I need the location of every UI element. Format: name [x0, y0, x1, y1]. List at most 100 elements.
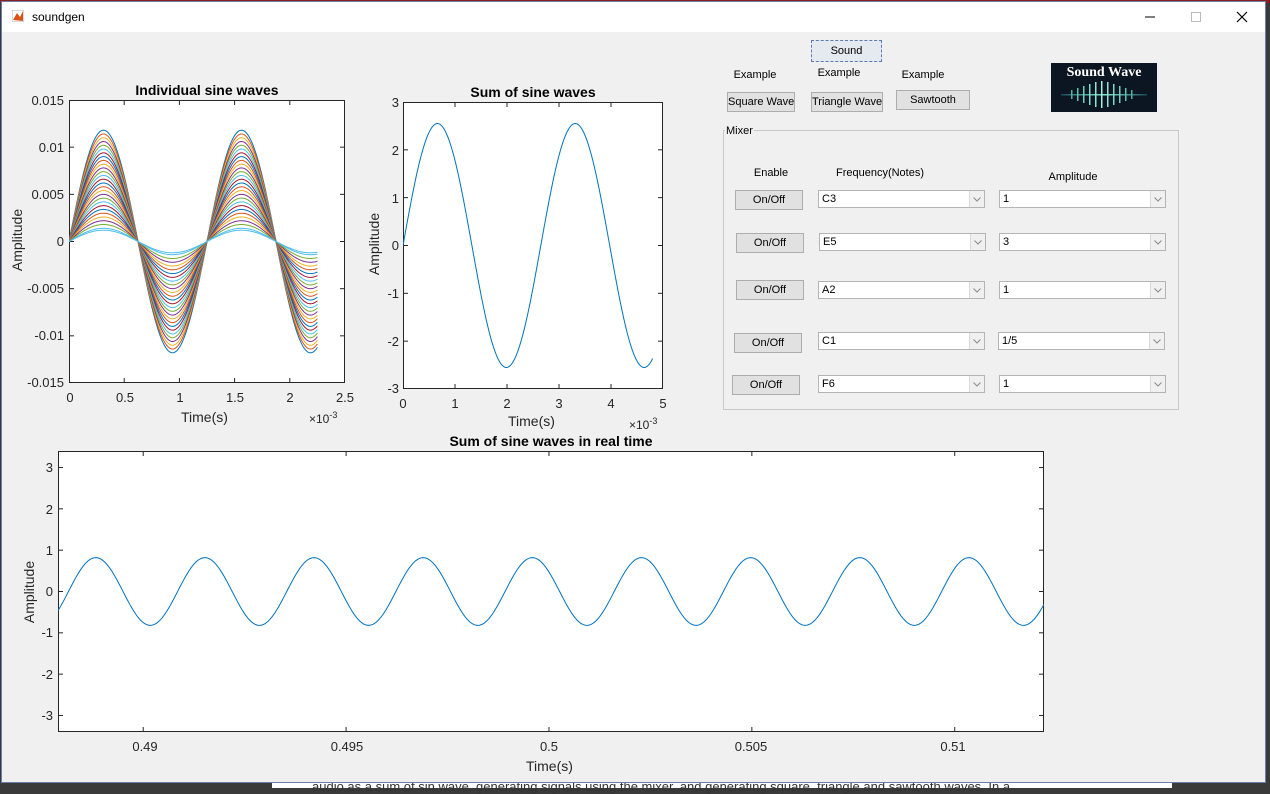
amplitude-select-value: 1: [1003, 193, 1010, 205]
matlab-icon: [12, 10, 24, 22]
plot2-ytick: -1: [387, 286, 399, 301]
plot2-series-line: [403, 123, 654, 368]
plot2-xtick: 4: [607, 396, 615, 411]
dropdown-arrow: [1149, 333, 1164, 349]
amplitude-select[interactable]: 1/5: [998, 332, 1165, 350]
chevron-down-icon: [1154, 382, 1162, 387]
title-bar: soundgen: [2, 2, 1265, 32]
plot2-ytick: 3: [391, 95, 399, 110]
plot2-ytick: 0: [391, 238, 399, 253]
square-wave-button[interactable]: Square Wave: [727, 92, 795, 112]
plot3-ytick: -1: [41, 625, 53, 640]
plot1-series-line: [69, 229, 318, 254]
plot3-xtick: 0.5: [539, 739, 559, 754]
mixer-on-off-button[interactable]: On/Off: [736, 280, 804, 300]
plot1-title: Individual sine waves: [135, 82, 279, 98]
plot3-ytick: 3: [45, 460, 53, 475]
amplitude-select-value: 3: [1003, 236, 1010, 248]
plot3-title: Sum of sine waves in real time: [449, 433, 653, 449]
amplitude-select-value: 1: [1003, 378, 1010, 390]
amplitude-select[interactable]: 1: [999, 190, 1166, 208]
mixer-panel: [723, 130, 1179, 410]
plot2-ytick: 2: [391, 143, 399, 158]
mixer-on-off-button[interactable]: On/Off: [735, 190, 803, 210]
example-label-square: Example: [733, 69, 777, 81]
mixer-header-amplitude: Amplitude: [1048, 171, 1098, 183]
plot1-xtick: 0.5: [115, 390, 135, 405]
chevron-down-icon: [973, 339, 981, 344]
plot2-x-exponent: ×10-3: [629, 416, 658, 432]
figure-content: Individual sine waves 0.015 0.01 0.005 0…: [2, 32, 1265, 782]
plot2-xtick: 2: [503, 396, 511, 411]
dropdown-arrow: [970, 234, 985, 250]
amplitude-select[interactable]: 1: [999, 281, 1166, 299]
plot1-ytick: 0.015: [31, 93, 64, 108]
plot3-ytick: 1: [45, 543, 53, 558]
note-select[interactable]: C1: [818, 332, 985, 350]
chevron-down-icon: [973, 197, 981, 202]
note-select-value: A2: [822, 284, 836, 296]
dropdown-arrow: [1150, 234, 1165, 250]
plot3-xtick: 0.51: [940, 739, 966, 754]
plot2-xtick: 0: [399, 396, 407, 411]
plot3-xtick: 0.49: [132, 739, 158, 754]
maximize-button[interactable]: [1173, 2, 1219, 32]
plot2-title: Sum of sine waves: [470, 84, 596, 100]
minimize-button[interactable]: [1127, 2, 1173, 32]
mixer-header-frequency: Frequency(Notes): [835, 167, 925, 179]
chevron-down-icon: [973, 382, 981, 387]
plot1-xtick: 2.5: [335, 390, 355, 405]
note-select-value: C3: [822, 193, 837, 205]
note-select-value: E5: [823, 236, 837, 248]
mixer-on-off-button[interactable]: On/Off: [732, 375, 800, 395]
plot2-ytick: 1: [391, 191, 399, 206]
plot1-axes: [69, 100, 345, 383]
amplitude-select[interactable]: 1: [999, 375, 1166, 393]
plot2-ylabel: Amplitude: [366, 212, 382, 276]
plot3-ytick: -3: [41, 708, 53, 723]
amplitude-select-value: 1/5: [1002, 335, 1018, 347]
plot2-xlabel: Time(s): [508, 413, 555, 429]
plot3-ytick: -2: [41, 667, 53, 682]
close-button[interactable]: [1219, 2, 1265, 32]
plot1-xlabel: Time(s): [181, 409, 228, 425]
sound-wave-logo: Sound Wave: [1051, 63, 1157, 112]
plot2-ytick: -2: [387, 334, 399, 349]
minimize-icon: [1145, 16, 1155, 18]
plot1-ytick: -0.005: [27, 281, 64, 296]
plot1-xtick: 1.5: [225, 390, 245, 405]
plot3-axes: [58, 451, 1044, 732]
note-select[interactable]: C3: [818, 190, 985, 208]
dropdown-arrow: [969, 282, 984, 298]
plot2-xtick: 3: [555, 396, 563, 411]
plot1-ytick: 0.01: [38, 140, 64, 155]
plot3-xlabel: Time(s): [526, 758, 573, 774]
window-title: soundgen: [32, 10, 85, 24]
chevron-down-icon: [1153, 339, 1161, 344]
sound-button[interactable]: Sound: [811, 40, 882, 62]
note-select[interactable]: E5: [819, 233, 986, 251]
example-label-triangle: Example: [817, 67, 861, 79]
dropdown-arrow: [1150, 191, 1165, 207]
sound-wave-logo-graphic: [1061, 81, 1147, 108]
chevron-down-icon: [974, 240, 982, 245]
note-select[interactable]: A2: [818, 281, 985, 299]
plot1-ytick: -0.015: [27, 375, 64, 390]
plot1-xtick: 0: [66, 390, 74, 405]
example-label-sawtooth: Example: [901, 69, 945, 81]
note-select[interactable]: F6: [818, 375, 985, 393]
triangle-wave-button[interactable]: Triangle Wave: [811, 92, 883, 112]
dropdown-arrow: [969, 191, 984, 207]
mixer-on-off-button[interactable]: On/Off: [736, 233, 804, 253]
mixer-on-off-button[interactable]: On/Off: [734, 333, 802, 353]
plot1-xtick: 1: [176, 390, 184, 405]
dropdown-arrow: [1150, 376, 1165, 392]
plot1-ytick: -0.01: [34, 328, 64, 343]
plot3-ytick: 0: [45, 584, 53, 599]
plot1-xtick: 2: [286, 390, 294, 405]
plot3-ytick: 2: [45, 502, 53, 517]
logo-text: Sound Wave: [1066, 65, 1142, 80]
amplitude-select[interactable]: 3: [999, 233, 1166, 251]
sawtooth-button[interactable]: Sawtooth: [896, 90, 970, 110]
